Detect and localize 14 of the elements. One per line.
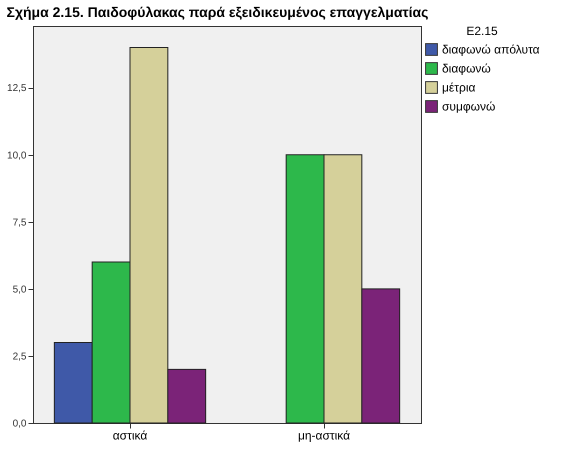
x-tick-label: αστικά xyxy=(112,428,148,442)
y-tick-label: 2,5 xyxy=(12,351,27,362)
y-tick-label: 10,0 xyxy=(7,150,27,162)
y-tick-label: 12,5 xyxy=(7,83,27,94)
y-tick-label: 0,0 xyxy=(12,418,27,430)
legend-title: E2.15 xyxy=(466,24,498,38)
x-tick-label: μη-αστικά xyxy=(298,428,350,442)
legend-label: διαφωνώ απόλυτα xyxy=(442,42,540,56)
y-tick-label: 5,0 xyxy=(12,284,27,296)
y-tick-label: 7,5 xyxy=(12,217,27,228)
legend-label: μέτρια xyxy=(442,80,476,94)
legend-label: συμφωνώ xyxy=(442,100,496,114)
legend-label: διαφωνώ xyxy=(442,62,491,76)
chart-title: Σχήμα 2.15. Παιδοφύλακας παρά εξειδικευμένος επαγγελματίας xyxy=(6,4,428,20)
